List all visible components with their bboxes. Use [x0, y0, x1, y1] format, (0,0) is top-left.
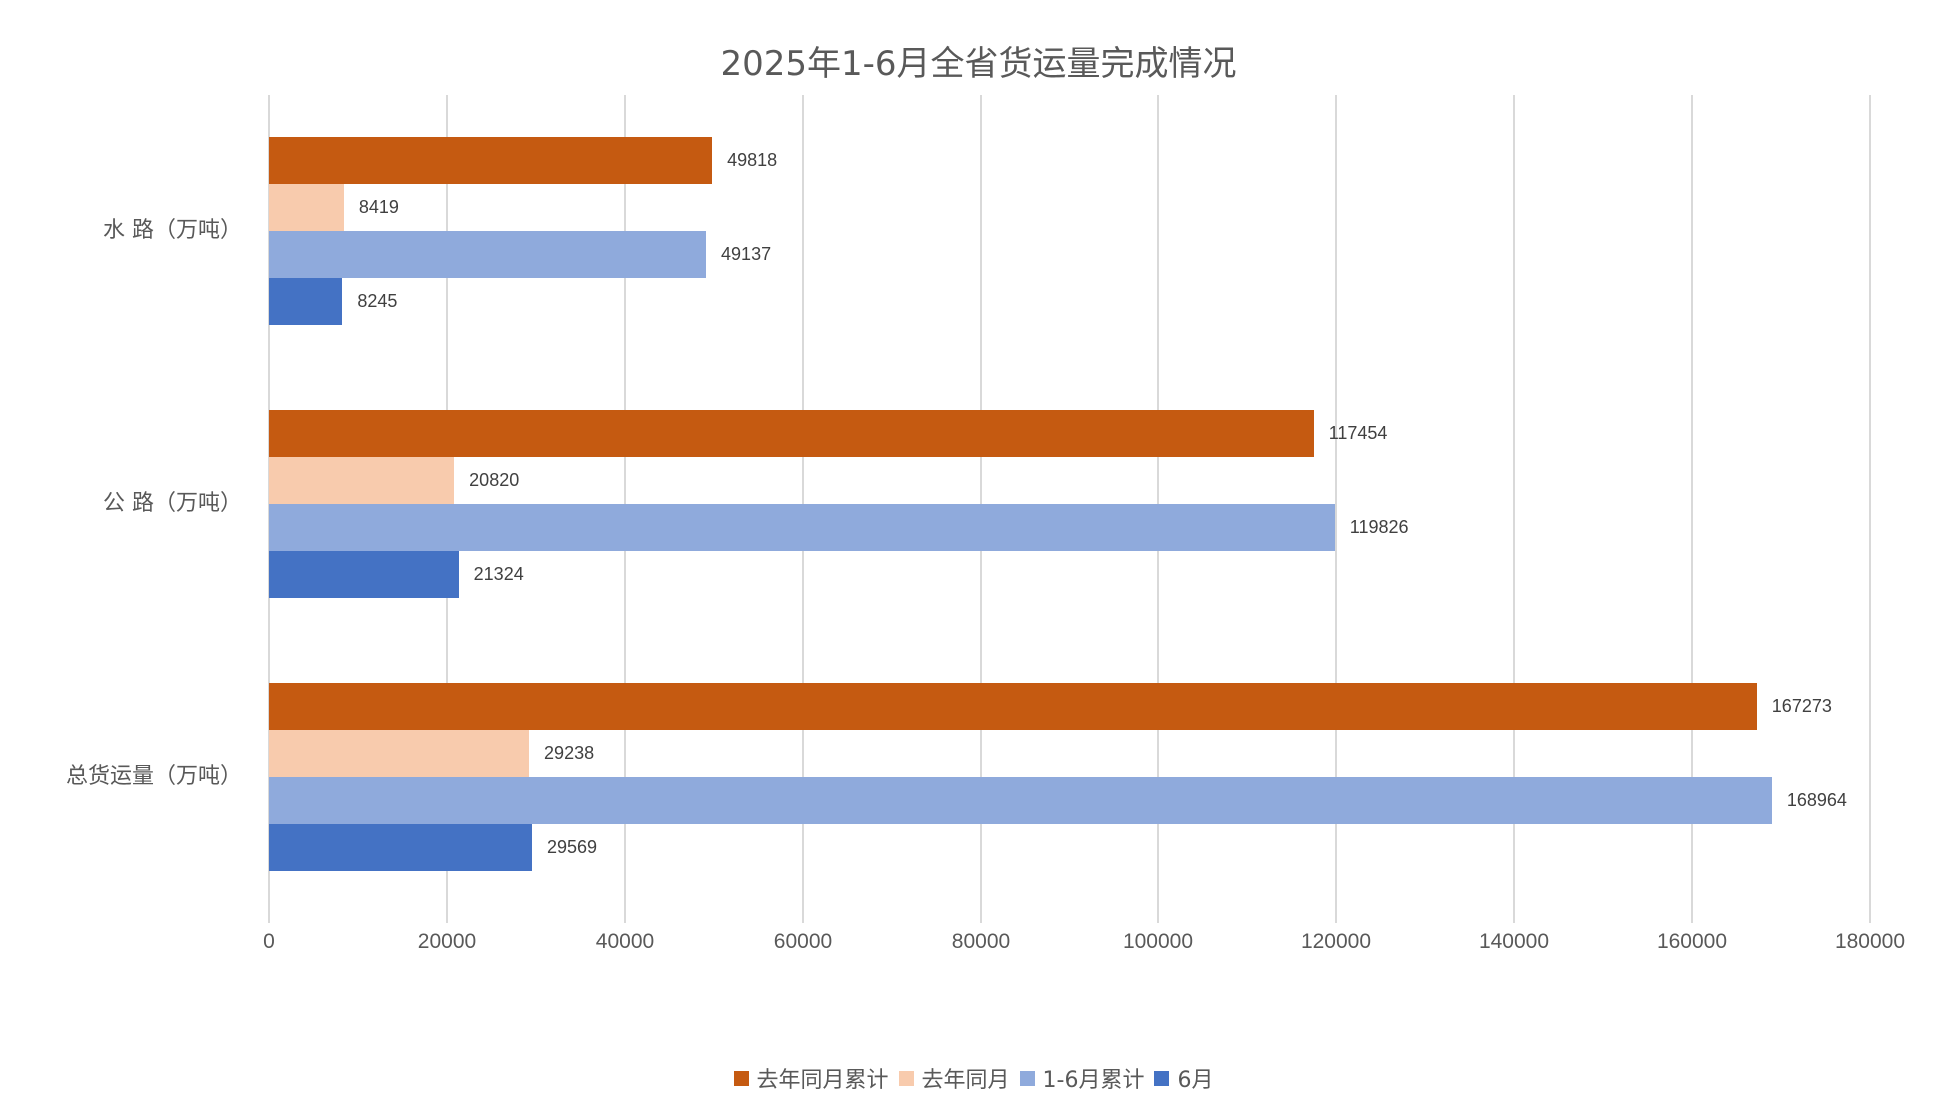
x-tick-label: 0: [263, 930, 275, 953]
bar-water-jan-jun-cumulative: [269, 231, 707, 278]
legend-swatch-icon: [733, 1070, 749, 1086]
gridline-140000: [1513, 95, 1516, 923]
legend-swatch-icon: [1019, 1070, 1035, 1086]
x-tick-label: 20000: [417, 930, 477, 953]
x-tick-label: 180000: [1834, 930, 1906, 953]
gridline-180000: [1869, 95, 1871, 923]
chart-title: 2025年1-6月全省货运量完成情况: [720, 44, 1237, 84]
gridline-120000: [1335, 95, 1338, 923]
data-label: 117454: [1328, 423, 1388, 443]
category-label-total: 总货运量（万吨）: [65, 764, 242, 789]
legend-label: 去年同月累计: [756, 1068, 889, 1093]
data-label: 29569: [546, 837, 598, 857]
legend-item-june[interactable]: 6月: [1154, 1062, 1213, 1094]
legend-label: 6月: [1177, 1068, 1214, 1093]
bar-road-jan-jun-cumulative: [269, 504, 1335, 551]
legend-item-last-year-cumulative[interactable]: 去年同月累计: [733, 1062, 889, 1094]
legend: 去年同月累计 去年同月 1-6月累计 6月: [0, 1062, 1957, 1094]
legend-item-last-year-month[interactable]: 去年同月: [898, 1062, 1010, 1094]
bar-total-june: [269, 824, 532, 871]
x-tick-label: 140000: [1478, 930, 1550, 953]
x-tick-label: 40000: [595, 930, 655, 953]
legend-label: 1-6月累计: [1042, 1068, 1145, 1093]
bar-water-last-year-month: [269, 184, 344, 231]
data-label: 167273: [1771, 696, 1832, 716]
data-label: 49818: [727, 150, 778, 170]
data-label: 20820: [469, 470, 520, 490]
bar-road-june: [269, 551, 459, 598]
x-tick-label: 80000: [951, 930, 1011, 953]
data-label: 49137: [721, 244, 772, 264]
category-label-road: 公 路（万吨）: [103, 491, 242, 516]
x-tick-label: 60000: [773, 930, 833, 953]
x-tick-label: 160000: [1656, 930, 1728, 953]
bar-water-june: [269, 278, 343, 325]
data-label: 168964: [1786, 790, 1847, 810]
data-label: 8419: [358, 197, 399, 217]
legend-swatch-icon: [898, 1070, 914, 1086]
category-label-water: 水 路（万吨）: [103, 218, 242, 243]
legend-label: 去年同月: [921, 1068, 1010, 1093]
bar-road-last-year-cumulative: [269, 410, 1314, 457]
gridline-160000: [1691, 95, 1694, 923]
legend-swatch-icon: [1154, 1070, 1170, 1086]
data-label: 8245: [357, 291, 398, 311]
data-label: 21324: [473, 564, 524, 584]
legend-item-jan-jun-cumulative[interactable]: 1-6月累计: [1019, 1062, 1145, 1094]
bar-total-last-year-cumulative: [269, 683, 1757, 730]
x-tick-label: 100000: [1122, 930, 1194, 953]
bar-total-jan-jun-cumulative: [269, 777, 1772, 824]
bar-total-last-year-month: [269, 730, 530, 777]
data-label: 29238: [544, 743, 595, 763]
bar-road-last-year-month: [269, 457, 455, 504]
bar-water-last-year-cumulative: [269, 137, 713, 184]
data-label: 119826: [1349, 517, 1409, 537]
plot-area: 49818 8419 49137 8245 117454 20820 11982…: [268, 95, 1871, 923]
x-tick-label: 120000: [1300, 930, 1372, 953]
